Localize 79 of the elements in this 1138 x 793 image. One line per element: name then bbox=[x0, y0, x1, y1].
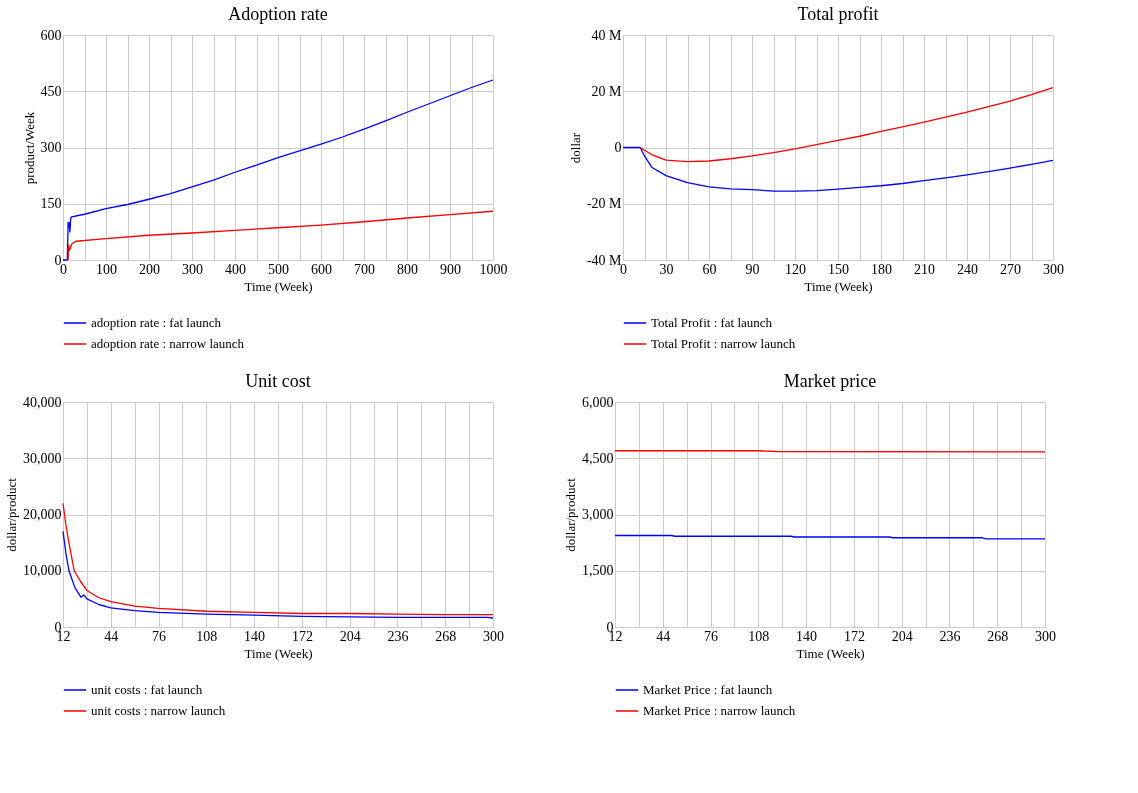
x-tick-label: 60 bbox=[702, 261, 717, 277]
x-tick-label: 108 bbox=[196, 628, 218, 644]
legend-label: unit costs : narrow launch bbox=[91, 703, 226, 718]
x-tick-label: 600 bbox=[311, 261, 332, 277]
x-tick-label: 90 bbox=[745, 261, 760, 277]
x-tick-label: 300 bbox=[1035, 628, 1056, 644]
chart-title: Adoption rate bbox=[228, 4, 328, 24]
x-tick-label: 300 bbox=[1043, 261, 1064, 277]
y-axis-title: dollar/product bbox=[4, 477, 19, 552]
legend-label: Market Price : narrow launch bbox=[643, 703, 796, 718]
x-axis-title: Time (Week) bbox=[796, 645, 865, 661]
x-tick-label: 268 bbox=[987, 628, 1009, 644]
y-tick-label: 300 bbox=[40, 140, 62, 155]
x-tick-label: 270 bbox=[1000, 261, 1021, 277]
y-tick-label: 0 bbox=[614, 140, 622, 155]
line-series bbox=[67, 210, 494, 261]
x-tick-label: 44 bbox=[656, 628, 671, 644]
y-tick-label: 150 bbox=[40, 196, 62, 212]
x-axis-title: Time (Week) bbox=[804, 278, 873, 294]
x-tick-label: 108 bbox=[748, 628, 770, 644]
x-tick-label: 400 bbox=[225, 261, 246, 277]
x-tick-label: 200 bbox=[139, 261, 160, 277]
x-tick-label: 100 bbox=[96, 261, 117, 277]
x-tick-label: 180 bbox=[871, 261, 892, 277]
chart-title: Unit cost bbox=[245, 371, 311, 391]
legend-label: Total Profit : fat launch bbox=[651, 315, 773, 330]
x-tick-label: 268 bbox=[435, 628, 457, 644]
x-tick-label: 900 bbox=[440, 261, 461, 277]
x-tick-label: 240 bbox=[957, 261, 978, 277]
y-tick-label: 600 bbox=[40, 27, 62, 43]
x-tick-label: 500 bbox=[268, 261, 289, 277]
y-tick-label: 6,000 bbox=[582, 394, 614, 410]
x-tick-label: 30 bbox=[659, 261, 674, 277]
chart-title: Market price bbox=[783, 371, 877, 391]
y-tick-label: 10,000 bbox=[23, 563, 62, 579]
y-tick-label: 3,000 bbox=[582, 507, 614, 522]
chart-title: Total profit bbox=[797, 4, 879, 24]
x-tick-label: 300 bbox=[483, 628, 504, 644]
y-axis-title: dollar bbox=[567, 132, 583, 164]
x-axis-title: Time (Week) bbox=[244, 645, 313, 661]
x-tick-label: 172 bbox=[843, 628, 865, 644]
x-tick-label: 150 bbox=[828, 261, 849, 277]
y-tick-label: 450 bbox=[40, 83, 62, 99]
y-tick-label: 40,000 bbox=[23, 394, 62, 410]
x-tick-label: 140 bbox=[244, 628, 266, 644]
x-tick-label: 140 bbox=[796, 628, 818, 644]
legend-label: adoption rate : fat launch bbox=[91, 315, 222, 330]
x-tick-label: 204 bbox=[339, 628, 361, 644]
line-series bbox=[639, 86, 1054, 163]
x-tick-label: 1000 bbox=[479, 261, 508, 277]
legend-label: unit costs : fat launch bbox=[91, 682, 203, 697]
x-tick-label: 44 bbox=[104, 628, 119, 644]
legend-label: Total Profit : narrow launch bbox=[651, 336, 796, 351]
x-tick-label: 236 bbox=[387, 628, 409, 644]
y-tick-label: 20,000 bbox=[23, 507, 62, 522]
x-tick-label: 700 bbox=[354, 261, 375, 277]
x-tick-label: 236 bbox=[939, 628, 961, 644]
x-tick-label: 172 bbox=[291, 628, 313, 644]
x-tick-label: 210 bbox=[914, 261, 935, 277]
x-tick-label: 800 bbox=[397, 261, 418, 277]
x-tick-label: 204 bbox=[891, 628, 913, 644]
legend-label: adoption rate : narrow launch bbox=[91, 336, 245, 351]
legend-label: Market Price : fat launch bbox=[643, 682, 773, 697]
x-tick-label: 76 bbox=[152, 628, 167, 644]
y-tick-label: 4,500 bbox=[582, 450, 614, 466]
line-series bbox=[622, 146, 1054, 192]
y-tick-label: 1,500 bbox=[582, 563, 614, 579]
x-axis-title: Time (Week) bbox=[244, 278, 313, 294]
x-tick-label: 120 bbox=[785, 261, 806, 277]
y-tick-label: 40 M bbox=[591, 27, 623, 43]
y-axis-title: product/Week bbox=[21, 111, 37, 185]
x-tick-label: 76 bbox=[704, 628, 719, 644]
y-tick-label: -20 M bbox=[586, 196, 623, 212]
line-series bbox=[62, 502, 494, 616]
x-tick-label: 300 bbox=[182, 261, 203, 277]
y-tick-label: 30,000 bbox=[23, 450, 62, 466]
y-axis-title: dollar/product bbox=[563, 477, 578, 552]
y-tick-label: 20 M bbox=[591, 83, 623, 99]
line-series bbox=[62, 530, 494, 619]
